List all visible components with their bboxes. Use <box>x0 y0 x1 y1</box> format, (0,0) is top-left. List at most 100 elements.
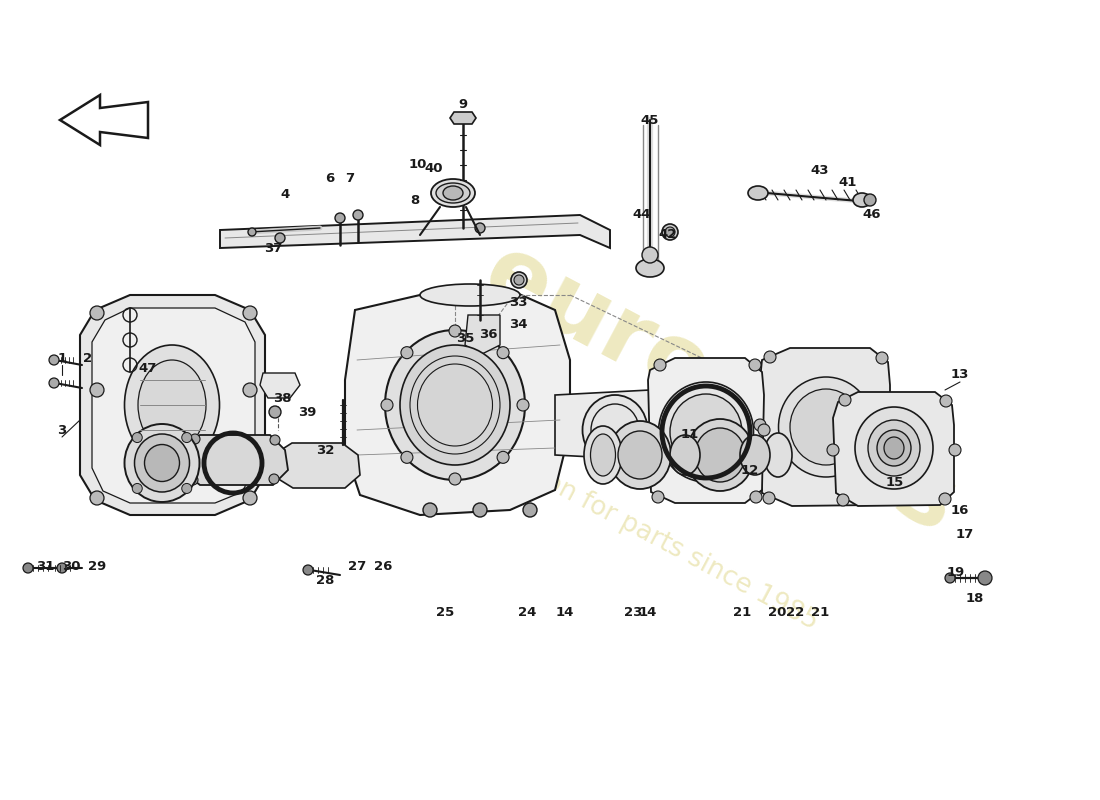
Text: 21: 21 <box>733 606 751 618</box>
Text: 12: 12 <box>741 463 759 477</box>
Circle shape <box>839 394 851 406</box>
Circle shape <box>270 474 279 484</box>
Text: 14: 14 <box>556 606 574 618</box>
Polygon shape <box>760 348 890 506</box>
Circle shape <box>750 491 762 503</box>
Circle shape <box>642 424 654 436</box>
Text: 44: 44 <box>632 209 651 222</box>
Text: 28: 28 <box>316 574 334 586</box>
Polygon shape <box>92 308 255 503</box>
Circle shape <box>837 494 849 506</box>
Circle shape <box>497 346 509 358</box>
Text: 32: 32 <box>316 443 334 457</box>
Circle shape <box>945 573 955 583</box>
Circle shape <box>514 275 524 285</box>
Circle shape <box>270 435 280 445</box>
Circle shape <box>662 224 678 240</box>
Text: 16: 16 <box>950 503 969 517</box>
Ellipse shape <box>884 437 904 459</box>
Circle shape <box>90 491 104 505</box>
Circle shape <box>654 359 666 371</box>
Circle shape <box>764 351 776 363</box>
Text: 14: 14 <box>639 606 657 618</box>
Ellipse shape <box>855 407 933 489</box>
Circle shape <box>50 378 59 388</box>
Ellipse shape <box>877 430 911 466</box>
Polygon shape <box>178 435 288 485</box>
Text: 25: 25 <box>436 606 454 618</box>
Circle shape <box>517 399 529 411</box>
Text: 17: 17 <box>956 529 975 542</box>
Circle shape <box>275 233 285 243</box>
Polygon shape <box>80 295 265 515</box>
Circle shape <box>652 491 664 503</box>
Circle shape <box>424 503 437 517</box>
Circle shape <box>473 503 487 517</box>
Ellipse shape <box>124 345 220 465</box>
Text: 22: 22 <box>785 606 804 618</box>
Circle shape <box>876 352 888 364</box>
Circle shape <box>939 493 952 505</box>
Text: 13: 13 <box>950 369 969 382</box>
Ellipse shape <box>618 431 662 479</box>
Circle shape <box>763 492 776 504</box>
Text: 39: 39 <box>298 406 316 418</box>
Text: 8: 8 <box>410 194 419 206</box>
Polygon shape <box>556 380 666 470</box>
Ellipse shape <box>400 345 510 465</box>
Ellipse shape <box>636 259 664 277</box>
Polygon shape <box>260 373 300 398</box>
Circle shape <box>336 213 345 223</box>
Text: 43: 43 <box>811 163 829 177</box>
Circle shape <box>132 483 142 494</box>
Circle shape <box>248 228 256 236</box>
Ellipse shape <box>420 284 520 306</box>
Text: 40: 40 <box>425 162 443 174</box>
Text: 3: 3 <box>57 423 67 437</box>
Circle shape <box>475 223 485 233</box>
Ellipse shape <box>138 360 206 450</box>
Text: 18: 18 <box>966 591 984 605</box>
Ellipse shape <box>431 179 475 207</box>
Text: 42: 42 <box>659 229 678 242</box>
Ellipse shape <box>436 183 470 203</box>
Circle shape <box>302 565 313 575</box>
Text: 38: 38 <box>273 391 292 405</box>
Ellipse shape <box>584 426 621 484</box>
Text: 47: 47 <box>139 362 157 374</box>
Polygon shape <box>450 112 476 124</box>
Polygon shape <box>833 392 954 506</box>
Circle shape <box>132 433 142 442</box>
Text: 9: 9 <box>459 98 468 111</box>
Circle shape <box>642 247 658 263</box>
Text: europarts: europarts <box>468 227 972 553</box>
Ellipse shape <box>609 421 671 489</box>
Ellipse shape <box>134 434 189 492</box>
Ellipse shape <box>748 186 768 200</box>
Text: 37: 37 <box>264 242 283 254</box>
Ellipse shape <box>385 330 525 480</box>
Circle shape <box>400 346 412 358</box>
Text: 46: 46 <box>862 209 881 222</box>
Ellipse shape <box>670 435 700 475</box>
Text: 7: 7 <box>345 171 354 185</box>
Circle shape <box>884 419 896 431</box>
Ellipse shape <box>779 377 873 477</box>
Circle shape <box>449 473 461 485</box>
Text: 45: 45 <box>641 114 659 126</box>
Circle shape <box>864 194 876 206</box>
Circle shape <box>243 383 257 397</box>
Polygon shape <box>648 358 764 503</box>
Text: 2: 2 <box>84 351 92 365</box>
Text: a passion for parts since 1985: a passion for parts since 1985 <box>458 425 822 635</box>
Ellipse shape <box>670 394 742 470</box>
Polygon shape <box>220 215 610 248</box>
Circle shape <box>978 571 992 585</box>
Circle shape <box>90 306 104 320</box>
Circle shape <box>749 359 761 371</box>
Circle shape <box>876 493 888 505</box>
Ellipse shape <box>144 445 179 482</box>
Circle shape <box>827 444 839 456</box>
Polygon shape <box>465 315 501 355</box>
Circle shape <box>243 491 257 505</box>
